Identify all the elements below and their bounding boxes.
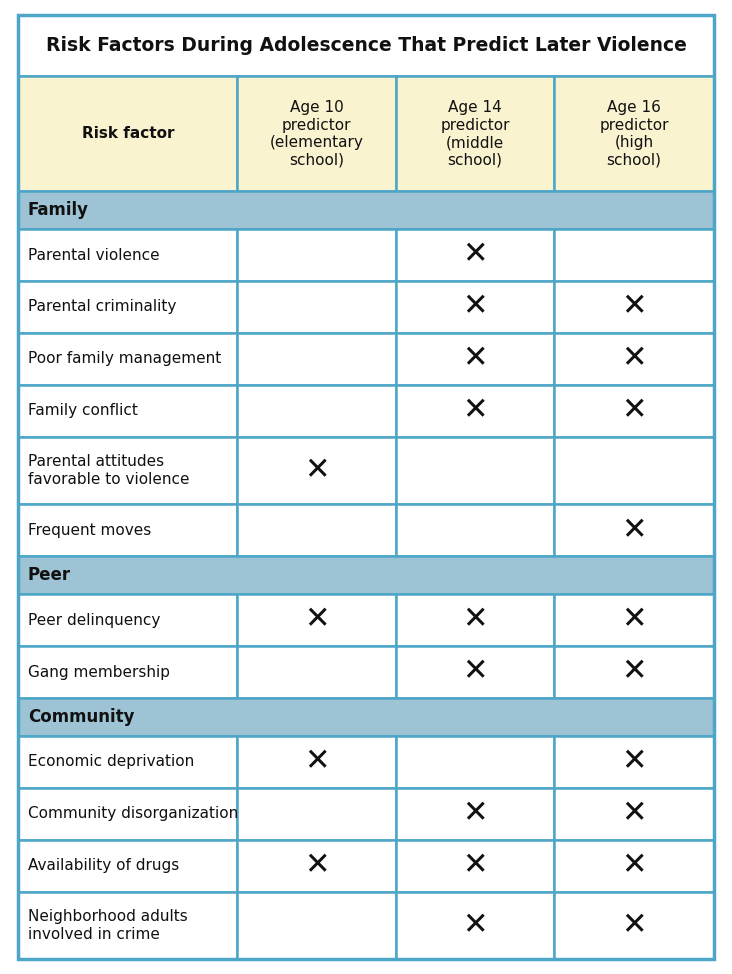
- Text: Age 14
predictor
(middle
school): Age 14 predictor (middle school): [441, 100, 510, 168]
- Text: ✕: ✕: [621, 851, 647, 880]
- Text: Frequent moves: Frequent moves: [28, 523, 151, 538]
- Bar: [18, 594, 237, 646]
- Bar: [18, 556, 714, 594]
- Bar: [237, 77, 396, 191]
- Text: ✕: ✕: [463, 851, 488, 880]
- Bar: [18, 891, 237, 959]
- Text: ✕: ✕: [463, 606, 488, 635]
- Bar: [554, 891, 714, 959]
- Bar: [237, 891, 396, 959]
- Bar: [18, 646, 237, 698]
- Text: Family: Family: [28, 202, 89, 219]
- Bar: [396, 436, 554, 505]
- Bar: [18, 505, 237, 556]
- Text: ✕: ✕: [621, 396, 647, 426]
- Text: ✕: ✕: [621, 344, 647, 373]
- Text: ✕: ✕: [621, 657, 647, 687]
- Text: ✕: ✕: [463, 396, 488, 426]
- Text: Community disorganization: Community disorganization: [28, 806, 238, 821]
- Bar: [396, 788, 554, 840]
- Bar: [396, 891, 554, 959]
- Text: Parental attitudes
favorable to violence: Parental attitudes favorable to violence: [28, 454, 190, 487]
- Bar: [554, 229, 714, 281]
- Bar: [18, 736, 237, 788]
- Bar: [237, 385, 396, 436]
- Bar: [396, 385, 554, 436]
- Text: ✕: ✕: [463, 241, 488, 270]
- Bar: [237, 840, 396, 891]
- Text: Peer delinquency: Peer delinquency: [28, 613, 160, 627]
- Text: ✕: ✕: [463, 344, 488, 373]
- Bar: [18, 77, 237, 191]
- Bar: [237, 788, 396, 840]
- Text: Neighborhood adults
involved in crime: Neighborhood adults involved in crime: [28, 910, 187, 942]
- Bar: [554, 788, 714, 840]
- Text: Gang membership: Gang membership: [28, 664, 170, 680]
- Bar: [554, 505, 714, 556]
- Text: Parental violence: Parental violence: [28, 247, 160, 263]
- Text: ✕: ✕: [304, 606, 329, 635]
- Text: ✕: ✕: [463, 657, 488, 687]
- Text: ✕: ✕: [621, 606, 647, 635]
- Bar: [396, 229, 554, 281]
- Text: ✕: ✕: [304, 747, 329, 776]
- Bar: [396, 281, 554, 333]
- Bar: [396, 840, 554, 891]
- Text: Peer: Peer: [28, 566, 71, 584]
- Text: Age 10
predictor
(elementary
school): Age 10 predictor (elementary school): [269, 100, 364, 168]
- Bar: [396, 505, 554, 556]
- Bar: [18, 333, 237, 385]
- Bar: [18, 436, 237, 505]
- Bar: [396, 736, 554, 788]
- Text: ✕: ✕: [304, 851, 329, 880]
- Bar: [18, 840, 237, 891]
- Text: ✕: ✕: [621, 800, 647, 828]
- Bar: [554, 646, 714, 698]
- Bar: [18, 229, 237, 281]
- Bar: [396, 646, 554, 698]
- Text: Risk Factors During Adolescence That Predict Later Violence: Risk Factors During Adolescence That Pre…: [45, 36, 687, 56]
- Bar: [237, 736, 396, 788]
- Bar: [554, 385, 714, 436]
- Text: Family conflict: Family conflict: [28, 403, 138, 418]
- Bar: [237, 229, 396, 281]
- Bar: [396, 594, 554, 646]
- Text: ✕: ✕: [621, 911, 647, 940]
- Bar: [396, 77, 554, 191]
- Text: ✕: ✕: [463, 292, 488, 321]
- Bar: [237, 281, 396, 333]
- Bar: [237, 333, 396, 385]
- Bar: [554, 736, 714, 788]
- Bar: [554, 436, 714, 505]
- Bar: [554, 333, 714, 385]
- Text: Age 16
predictor
(high
school): Age 16 predictor (high school): [600, 100, 669, 168]
- Bar: [554, 77, 714, 191]
- Bar: [18, 281, 237, 333]
- Bar: [554, 594, 714, 646]
- Text: Risk factor: Risk factor: [81, 127, 174, 141]
- Text: Poor family management: Poor family management: [28, 352, 221, 366]
- Text: ✕: ✕: [304, 456, 329, 485]
- Text: Economic deprivation: Economic deprivation: [28, 754, 194, 769]
- Bar: [237, 505, 396, 556]
- Bar: [18, 191, 714, 229]
- Text: Community: Community: [28, 708, 134, 726]
- Bar: [554, 281, 714, 333]
- Text: ✕: ✕: [463, 800, 488, 828]
- Text: ✕: ✕: [463, 911, 488, 940]
- Bar: [554, 840, 714, 891]
- Bar: [396, 333, 554, 385]
- Text: ✕: ✕: [621, 516, 647, 544]
- Bar: [18, 698, 714, 736]
- Bar: [18, 788, 237, 840]
- Bar: [237, 594, 396, 646]
- Text: Parental criminality: Parental criminality: [28, 299, 176, 315]
- Text: Availability of drugs: Availability of drugs: [28, 858, 179, 873]
- Bar: [18, 15, 714, 77]
- Bar: [18, 385, 237, 436]
- Text: ✕: ✕: [621, 747, 647, 776]
- Text: ✕: ✕: [621, 292, 647, 321]
- Bar: [237, 436, 396, 505]
- Bar: [237, 646, 396, 698]
